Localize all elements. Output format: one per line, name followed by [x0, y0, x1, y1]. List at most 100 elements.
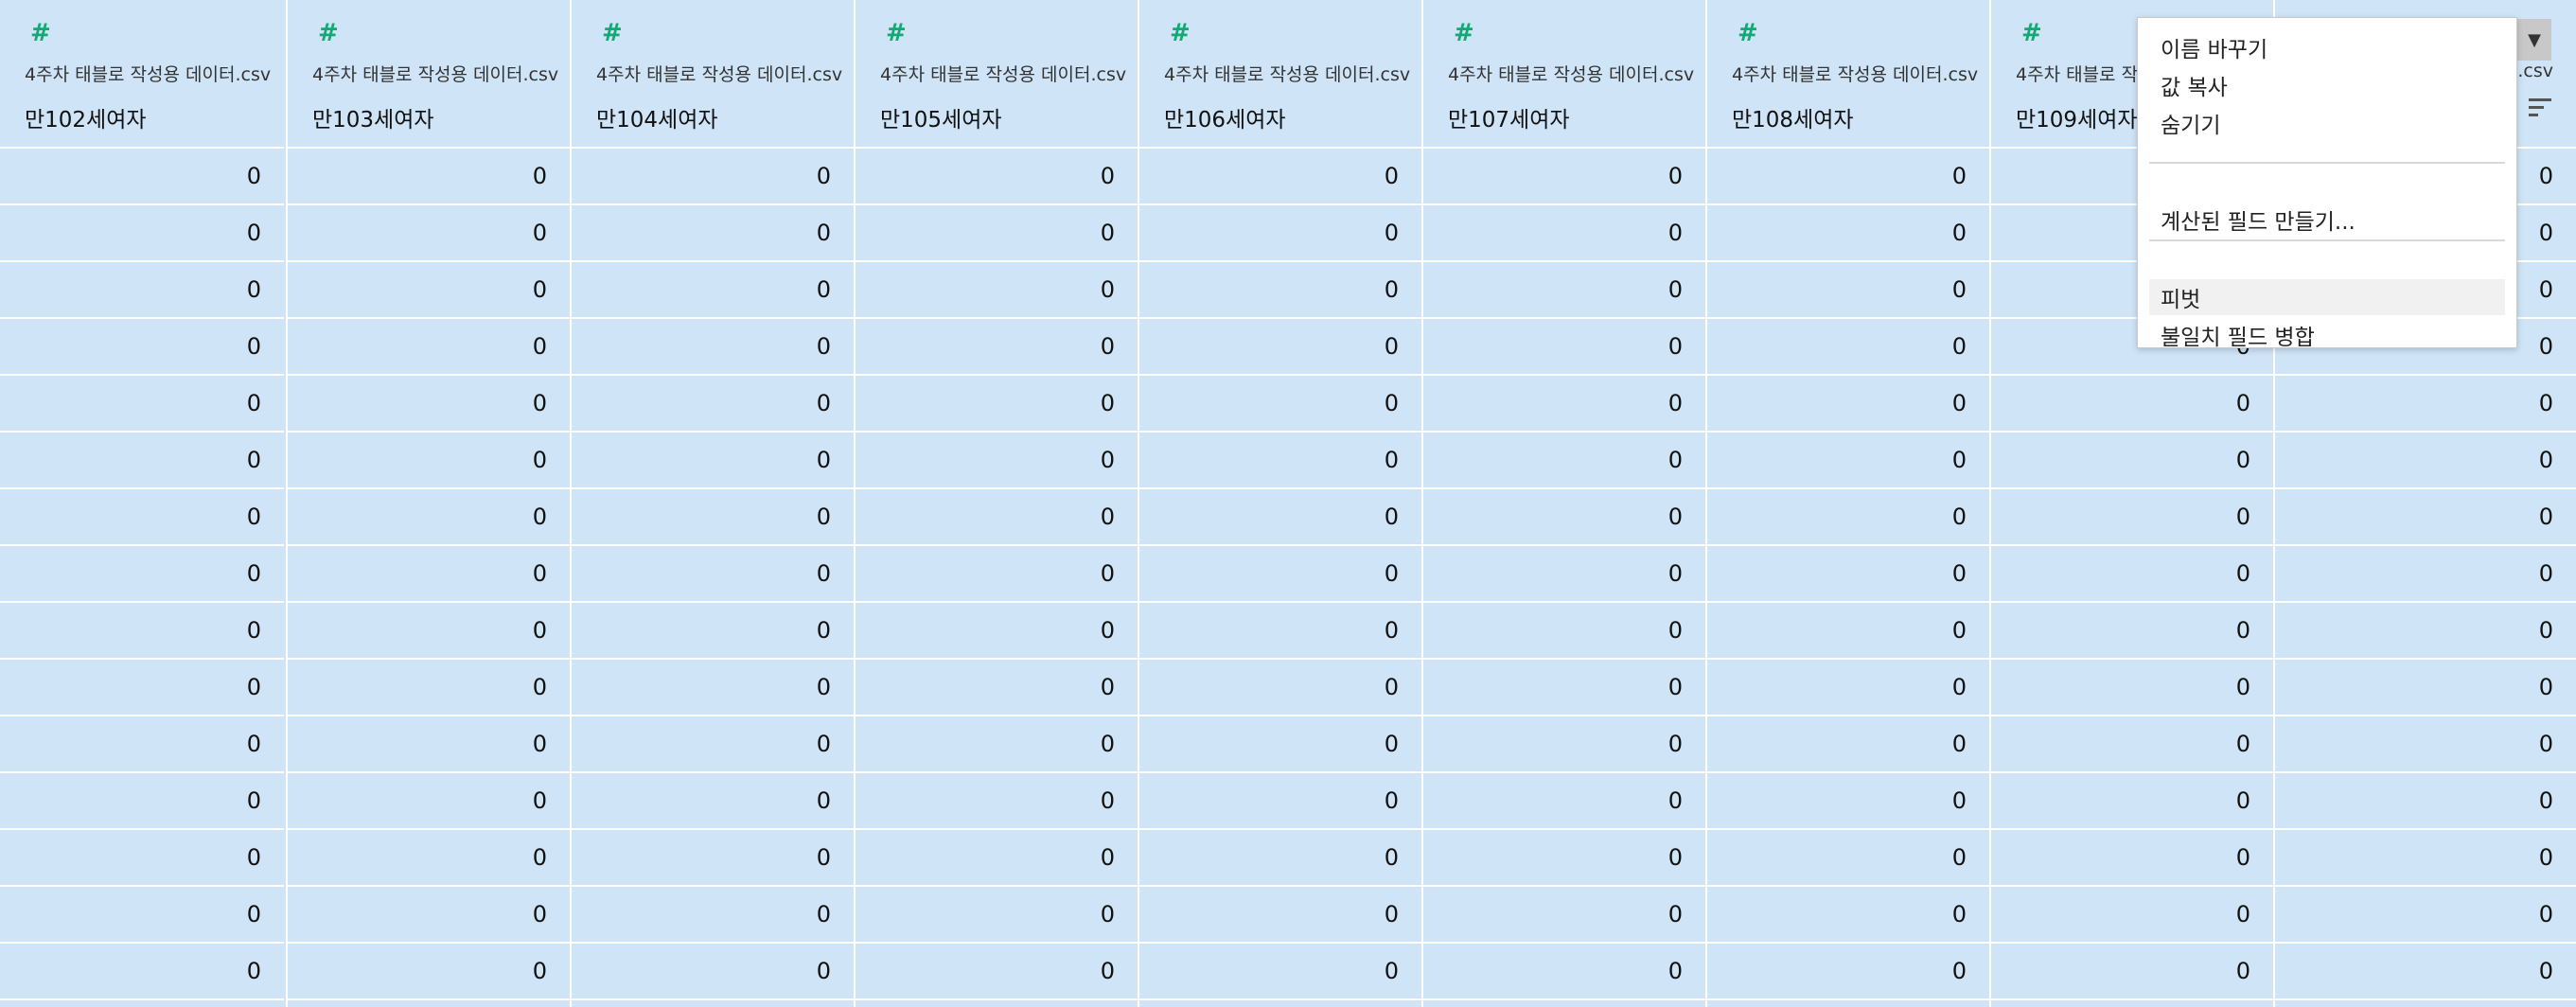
table-cell[interactable]: 0 — [1423, 149, 1705, 205]
column-header[interactable]: #4주차 태블로 작성용 데이터.csv 만105세여자 — [856, 0, 1138, 149]
table-cell[interactable]: 0 — [1139, 489, 1421, 546]
table-cell[interactable]: 0 — [1991, 773, 2273, 830]
table-cell[interactable]: 0 — [1423, 376, 1705, 433]
table-cell[interactable]: 0 — [1991, 830, 2273, 887]
table-cell[interactable]: 0 — [856, 319, 1138, 376]
table-cell[interactable]: 0 — [572, 319, 854, 376]
table-cell[interactable]: 0 — [2275, 489, 2576, 546]
table-cell[interactable]: 0 — [856, 546, 1138, 603]
column-field-name[interactable]: 만107세여자 — [1448, 108, 1570, 132]
menu-copy-values[interactable]: 값 복사 — [2161, 76, 2228, 100]
table-cell[interactable]: 0 — [1991, 944, 2273, 1000]
table-cell[interactable]: 0 — [288, 603, 570, 660]
table-cell[interactable]: 0 — [1707, 944, 1989, 1000]
table-cell[interactable]: 0 — [1139, 262, 1421, 319]
table-cell[interactable]: 0 — [572, 944, 854, 1000]
table-cell[interactable]: 0 — [288, 887, 570, 944]
table-cell[interactable]: 0 — [856, 603, 1138, 660]
table-cell[interactable]: 0 — [288, 149, 570, 205]
table-cell[interactable]: 0 — [1991, 660, 2273, 716]
table-cell[interactable]: 0 — [1139, 603, 1421, 660]
table-cell[interactable]: 0 — [1991, 887, 2273, 944]
table-cell[interactable]: 0 — [1991, 603, 2273, 660]
table-cell[interactable]: 0 — [288, 205, 570, 262]
table-cell[interactable]: 0 — [572, 830, 854, 887]
table-cell[interactable]: 0 — [1707, 149, 1989, 205]
table-cell[interactable]: 0 — [572, 376, 854, 433]
column-field-name[interactable]: 만103세여자 — [312, 108, 434, 132]
table-cell[interactable]: 0 — [1707, 603, 1989, 660]
table-cell[interactable]: 0 — [856, 433, 1138, 489]
table-cell[interactable]: 0 — [1423, 205, 1705, 262]
table-cell[interactable]: 0 — [1139, 149, 1421, 205]
table-cell[interactable]: 0 — [2275, 319, 2576, 376]
table-cell[interactable]: 0 — [2275, 660, 2576, 716]
table-cell[interactable]: 0 — [288, 433, 570, 489]
table-cell[interactable]: 0 — [856, 262, 1138, 319]
column-dropdown-button[interactable]: ▼ — [2517, 19, 2551, 61]
table-cell[interactable]: 0 — [1423, 262, 1705, 319]
column-header[interactable]: #4주차 태블로 작성용 데이터.csv 만104세여자 — [572, 0, 854, 149]
table-cell[interactable]: 0 — [856, 149, 1138, 205]
table-cell[interactable]: 0 — [2275, 830, 2576, 887]
table-cell[interactable]: 0 — [572, 149, 854, 205]
menu-rename[interactable]: 이름 바꾸기 — [2161, 38, 2268, 62]
table-cell[interactable]: 0 — [288, 489, 570, 546]
column-header[interactable]: #4주차 태블로 작성용 데이터.csv 만103세여자 — [288, 0, 570, 149]
table-cell[interactable]: 0 — [1991, 716, 2273, 773]
table-cell[interactable]: 0 — [2275, 546, 2576, 603]
table-cell[interactable]: 0 — [856, 489, 1138, 546]
table-cell[interactable]: 0 — [0, 830, 284, 887]
number-type-icon[interactable]: # — [2021, 19, 2042, 47]
table-cell[interactable]: 0 — [1707, 546, 1989, 603]
table-cell[interactable]: 0 — [288, 944, 570, 1000]
column-field-name[interactable]: 만106세여자 — [1164, 108, 1286, 132]
column-header[interactable]: #4주차 태블로 작성용 데이터.csv 만102세여자 — [0, 0, 284, 149]
table-cell[interactable]: 0 — [2275, 887, 2576, 944]
table-cell[interactable]: 0 — [2275, 773, 2576, 830]
table-cell[interactable]: 0 — [1139, 660, 1421, 716]
table-cell[interactable]: 0 — [1707, 716, 1989, 773]
sort-icon[interactable] — [2529, 98, 2553, 117]
table-cell[interactable]: 0 — [288, 262, 570, 319]
table-cell[interactable]: 0 — [0, 944, 284, 1000]
column-header[interactable]: #4주차 태블로 작성용 데이터.csv 만106세여자 — [1139, 0, 1421, 149]
table-cell[interactable]: 0 — [1707, 489, 1989, 546]
menu-create-calculated-field[interactable]: 계산된 필드 만들기... — [2161, 210, 2355, 235]
table-cell[interactable]: 0 — [572, 773, 854, 830]
table-cell[interactable]: 0 — [2275, 376, 2576, 433]
table-cell[interactable]: 0 — [2275, 716, 2576, 773]
table-cell[interactable]: 0 — [288, 376, 570, 433]
table-cell[interactable]: 0 — [288, 773, 570, 830]
table-cell[interactable]: 0 — [1423, 716, 1705, 773]
table-cell[interactable]: 0 — [0, 887, 284, 944]
table-cell[interactable]: 0 — [1707, 887, 1989, 944]
table-cell[interactable]: 0 — [288, 830, 570, 887]
number-type-icon[interactable]: # — [30, 19, 51, 47]
table-cell[interactable]: 0 — [1707, 319, 1989, 376]
table-cell[interactable]: 0 — [0, 433, 284, 489]
table-cell[interactable]: 0 — [1423, 830, 1705, 887]
number-type-icon[interactable]: # — [318, 19, 339, 47]
table-cell[interactable]: 0 — [572, 433, 854, 489]
column-field-name[interactable]: 만108세여자 — [1732, 108, 1854, 132]
table-cell[interactable]: 0 — [1423, 603, 1705, 660]
table-cell[interactable]: 0 — [0, 489, 284, 546]
column-field-name[interactable]: 만102세여자 — [25, 108, 147, 132]
table-cell[interactable]: 0 — [1707, 773, 1989, 830]
table-cell[interactable]: 0 — [1139, 433, 1421, 489]
table-cell[interactable]: 0 — [856, 887, 1138, 944]
table-cell[interactable]: 0 — [0, 660, 284, 716]
table-cell[interactable]: 0 — [572, 716, 854, 773]
table-cell[interactable]: 0 — [1423, 773, 1705, 830]
number-type-icon[interactable]: # — [1454, 19, 1474, 47]
column-header[interactable]: #4주차 태블로 작성용 데이터.csv 만107세여자 — [1423, 0, 1705, 149]
table-cell[interactable]: 0 — [1991, 433, 2273, 489]
number-type-icon[interactable]: # — [602, 19, 623, 47]
table-cell[interactable]: 0 — [0, 205, 284, 262]
menu-merge-mismatched-fields[interactable]: 불일치 필드 병합 — [2161, 326, 2315, 350]
table-cell[interactable]: 0 — [856, 773, 1138, 830]
table-cell[interactable]: 0 — [2275, 603, 2576, 660]
table-cell[interactable]: 0 — [1139, 376, 1421, 433]
table-cell[interactable]: 0 — [572, 262, 854, 319]
